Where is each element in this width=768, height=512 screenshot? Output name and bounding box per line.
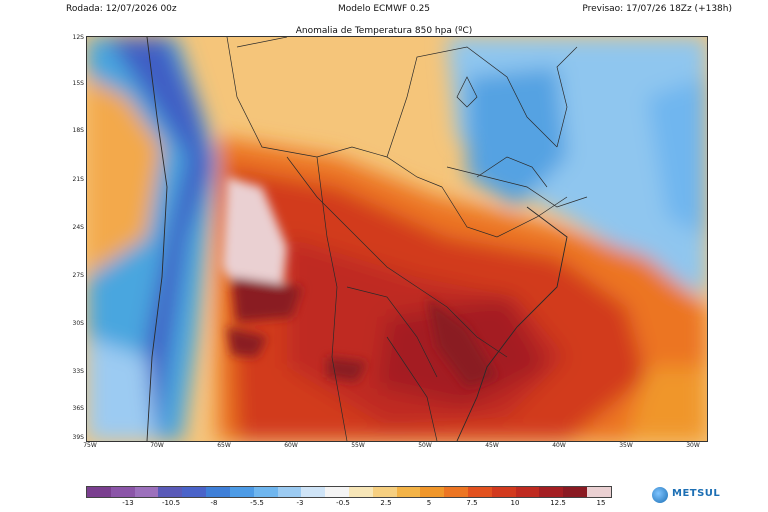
colorbar-swatch [206, 487, 230, 497]
colorbar-label: -5.5 [250, 499, 264, 507]
colorbar-swatch [134, 487, 159, 497]
lat-label: 15S [72, 80, 84, 87]
colorbar-swatch [325, 487, 349, 497]
colorbar-swatch [539, 487, 564, 497]
colorbar-label: 15 [596, 499, 606, 507]
lon-label: 40W [552, 442, 566, 449]
colorbar-label: 5 [426, 499, 432, 507]
colorbar-label: -13 [122, 499, 134, 507]
colorbar-swatch [515, 487, 540, 497]
globe-icon [652, 487, 668, 503]
lon-label: 45W [485, 442, 499, 449]
colorbar-swatch [229, 487, 254, 497]
political-borders [226, 37, 588, 441]
colorbar-swatch [348, 487, 373, 497]
brand-name: METSUL [672, 488, 721, 499]
colorbar-swatch [444, 487, 468, 497]
metsul-logo: METSUL [652, 485, 742, 505]
lon-label: 60W [284, 442, 298, 449]
lat-label: 33S [72, 368, 84, 375]
lon-label: 55W [351, 442, 365, 449]
colorbar-swatch [491, 487, 516, 497]
colorbar-swatch [87, 487, 111, 497]
lat-label: 39S [72, 434, 84, 441]
anomaly-peaks [222, 177, 497, 387]
colorbar-label: -0.5 [336, 499, 350, 507]
colorbar-swatch [396, 487, 421, 497]
map-canvas [87, 37, 707, 441]
colorbar-label: -10.5 [161, 499, 181, 507]
model-label: Modelo ECMWF 0.25 [337, 4, 431, 14]
forecast-time-label: Previsao: 17/07/26 18Zz (+138h) [582, 4, 732, 14]
colorbar-swatch [253, 487, 278, 497]
lat-label: 18S [72, 127, 84, 134]
colorbar-swatch [301, 487, 326, 497]
anomaly-map [86, 36, 708, 442]
colorbar-label: 12.5 [550, 499, 566, 507]
colorbar-swatch [372, 487, 397, 497]
colorbar [86, 486, 612, 498]
lat-label: 27S [72, 272, 84, 279]
coastline [456, 206, 568, 441]
colorbar-swatch [158, 487, 183, 497]
lon-label: 30W [686, 442, 700, 449]
lon-label: 70W [150, 442, 164, 449]
colorbar-swatch [277, 487, 302, 497]
colorbar-label: -3 [296, 499, 304, 507]
map-title: Anomalia de Temperatura 850 hpa (ºC) [295, 26, 473, 36]
lon-label: 75W [83, 442, 97, 449]
lon-label: 35W [619, 442, 633, 449]
lat-label: 24S [72, 224, 84, 231]
lat-label: 21S [72, 176, 84, 183]
colorbar-swatch [182, 487, 207, 497]
lon-label: 65W [217, 442, 231, 449]
colorbar-label: 2.5 [380, 499, 392, 507]
colorbar-label: 10 [510, 499, 520, 507]
colorbar-swatch [563, 487, 588, 497]
colorbar-label: 7.5 [466, 499, 478, 507]
lat-label: 12S [72, 34, 84, 41]
lat-label: 36S [72, 405, 84, 412]
pacific-coastline [146, 37, 168, 441]
lat-label: 30S [72, 320, 84, 327]
colorbar-swatch [110, 487, 135, 497]
colorbar-swatch [468, 487, 492, 497]
run-time-label: Rodada: 12/07/2026 00z [66, 4, 177, 14]
colorbar-label: -8 [210, 499, 218, 507]
colorbar-swatch [587, 487, 611, 497]
colorbar-swatch [420, 487, 445, 497]
lon-label: 50W [418, 442, 432, 449]
